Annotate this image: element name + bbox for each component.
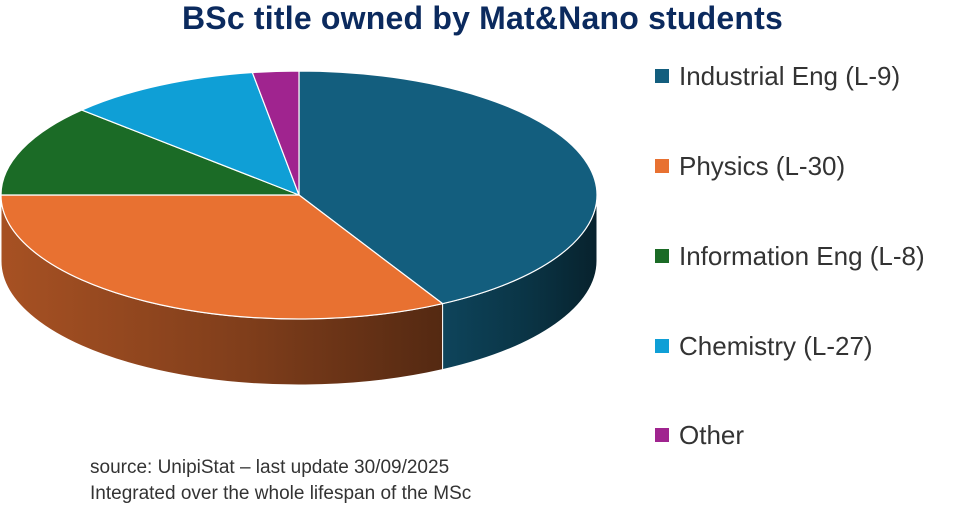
legend-swatch: [655, 159, 669, 173]
legend-label: Chemistry (L-27): [679, 330, 873, 361]
legend-swatch: [655, 69, 669, 83]
legend-label: Industrial Eng (L-9): [679, 60, 901, 91]
pie-top-faces: [0, 70, 598, 320]
legend-label: Other: [679, 419, 745, 450]
source-note: source: UnipiStat – last update 30/09/20…: [90, 457, 450, 478]
lifespan-note: Integrated over the whole lifespan of th…: [90, 483, 472, 504]
legend-swatch: [655, 339, 669, 353]
legend-label: Information Eng (L-8): [679, 240, 925, 271]
legend-swatch: [655, 428, 669, 442]
legend-item-physics: Physics (L-30): [655, 148, 845, 184]
legend-item-chemistry: Chemistry (L-27): [655, 328, 873, 364]
chart-title: BSc title owned by Mat&Nano students: [181, 0, 784, 36]
pie-slice-0: [298, 70, 598, 305]
legend-label: Physics (L-30): [679, 150, 846, 181]
pie-slice-4: [251, 70, 300, 196]
pie-slice-1: [0, 194, 444, 320]
legend-swatch: [655, 249, 669, 263]
legend-item-other: Other: [655, 417, 744, 453]
legend-item-industrial-eng: Industrial Eng (L-9): [655, 58, 900, 94]
pie-slice-3: [81, 71, 300, 196]
legend-item-information-eng: Information Eng (L-8): [655, 238, 925, 274]
pie-slice-2: [0, 109, 300, 196]
